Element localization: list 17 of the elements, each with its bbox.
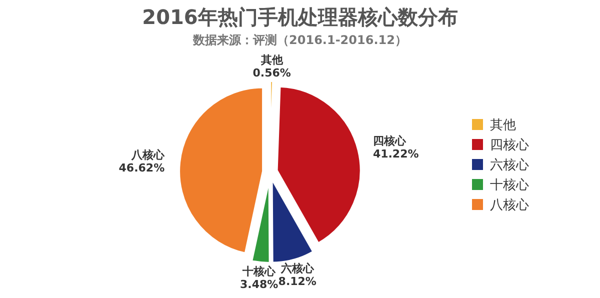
legend-label: 十核心 <box>490 177 529 193</box>
chart-subtitle: 数据来源：评测（2016.1-2016.12） <box>192 33 407 47</box>
data-label: 41.22% <box>372 147 419 160</box>
slice-label: 十核心 <box>242 264 277 278</box>
data-label: 0.56% <box>252 66 291 80</box>
slice-label: 四核心 <box>372 134 407 148</box>
data-label: 8.12% <box>278 274 316 288</box>
slice-label: 六核心 <box>280 262 315 275</box>
legend-label: 八核心 <box>490 197 529 213</box>
legend-label: 其他 <box>490 118 516 133</box>
data-label: 3.48% <box>240 278 278 291</box>
slice-label: 八核心 <box>130 148 166 162</box>
legend-label: 六核心 <box>490 157 529 173</box>
data-label: 46.62% <box>118 161 165 174</box>
chart-title: 2016年热门手机处理器核心数分布 <box>142 5 458 29</box>
legend-label: 四核心 <box>490 137 529 153</box>
slice-label: 其他 <box>260 54 284 67</box>
